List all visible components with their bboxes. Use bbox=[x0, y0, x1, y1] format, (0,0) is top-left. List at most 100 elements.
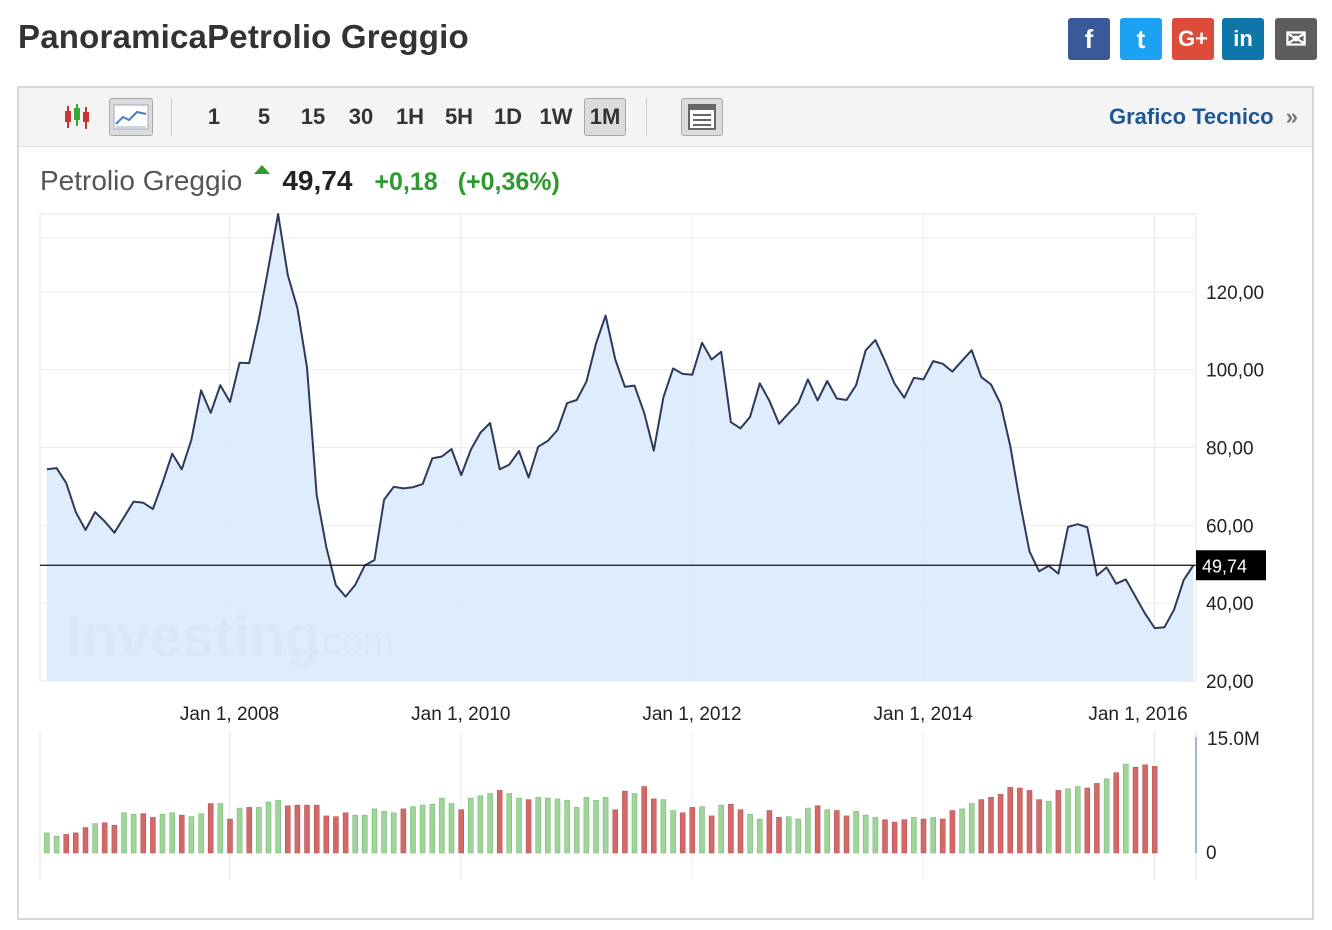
volume-bar bbox=[439, 797, 445, 854]
volume-bar bbox=[419, 804, 426, 854]
up-arrow-icon bbox=[254, 165, 271, 174]
volume-bar bbox=[564, 800, 570, 854]
y-tick-label: 80,00 bbox=[1206, 439, 1254, 460]
last-price-tag-label: 49,74 bbox=[1202, 556, 1247, 576]
volume-bar bbox=[275, 800, 281, 854]
interval-button-5h[interactable]: 5H bbox=[444, 104, 474, 129]
price-area-fill bbox=[46, 214, 1194, 681]
interval-button-1d[interactable]: 1D bbox=[493, 104, 523, 129]
volume-bar bbox=[333, 816, 339, 854]
interval-button-30[interactable]: 30 bbox=[348, 104, 374, 129]
instrument-name: Petrolio Greggio bbox=[40, 165, 243, 196]
volume-bar bbox=[101, 822, 108, 854]
volume-bar bbox=[853, 810, 859, 854]
volume-bar bbox=[1094, 783, 1100, 854]
volume-bar bbox=[679, 812, 686, 854]
volume-bar bbox=[747, 814, 753, 854]
volume-tick-label: 0 bbox=[1206, 843, 1217, 864]
volume-bar bbox=[891, 821, 898, 854]
x-tick-label: Jan 1, 2014 bbox=[874, 704, 974, 725]
volume-bar bbox=[968, 803, 975, 854]
volume-bar bbox=[294, 804, 301, 854]
interval-button-1h[interactable]: 1H bbox=[395, 104, 425, 129]
y-tick-label: 120,00 bbox=[1206, 283, 1264, 304]
volume-bar bbox=[631, 793, 638, 854]
volume-bar bbox=[525, 799, 532, 854]
interval-button-15[interactable]: 15 bbox=[300, 104, 326, 129]
volume-bar bbox=[757, 818, 763, 854]
volume-bar bbox=[73, 832, 79, 854]
volume-bar bbox=[718, 804, 724, 854]
volume-bar bbox=[256, 807, 262, 854]
volume-bar bbox=[728, 804, 734, 854]
line-chart-icon[interactable] bbox=[109, 98, 153, 136]
volume-bar bbox=[940, 818, 946, 854]
email-icon[interactable]: ✉ bbox=[1275, 18, 1317, 60]
volume-bar bbox=[1026, 790, 1033, 854]
twitter-icon[interactable]: t bbox=[1120, 18, 1162, 60]
volume-bar bbox=[930, 817, 936, 854]
price-series-line bbox=[46, 213, 1195, 630]
facebook-icon[interactable]: f bbox=[1068, 18, 1110, 60]
volume-bar bbox=[342, 812, 349, 854]
volume-bar bbox=[554, 798, 561, 854]
volume-bar bbox=[352, 814, 358, 854]
volume-bar bbox=[1055, 790, 1062, 854]
volume-bar bbox=[1046, 800, 1052, 854]
linkedin-icon[interactable]: in bbox=[1222, 18, 1264, 60]
volume-bar bbox=[545, 797, 551, 854]
volume-bar bbox=[265, 801, 272, 854]
volume-bar bbox=[776, 817, 782, 854]
interval-button-1[interactable]: 1 bbox=[207, 104, 221, 129]
technical-chart-link[interactable]: Grafico Tecnico » bbox=[1109, 104, 1298, 130]
volume-bar bbox=[458, 809, 464, 854]
volume-bar bbox=[834, 810, 840, 854]
volume-bar bbox=[1074, 786, 1081, 854]
volume-bar bbox=[150, 817, 156, 854]
x-tick-label: Jan 1, 2012 bbox=[642, 704, 741, 725]
volume-bar bbox=[410, 806, 416, 854]
volume-bar bbox=[44, 832, 50, 854]
googleplus-icon[interactable]: G+ bbox=[1172, 18, 1214, 60]
volume-bar bbox=[670, 810, 676, 854]
volume-bar bbox=[448, 803, 455, 854]
quote-header: Petrolio Greggio 49,74 +0,18 (+0,36%) bbox=[40, 165, 560, 197]
volume-bar bbox=[1103, 778, 1110, 854]
volume-bar bbox=[708, 815, 715, 854]
volume-bar bbox=[593, 800, 599, 854]
volume-bar bbox=[92, 823, 98, 854]
volume-bar bbox=[362, 814, 368, 854]
volume-bar bbox=[169, 812, 175, 854]
volume-bar bbox=[920, 818, 927, 854]
volume-bar bbox=[862, 814, 869, 854]
y-tick-label: 60,00 bbox=[1206, 516, 1254, 537]
volume-bar bbox=[381, 810, 387, 854]
volume-tick-label: 15.0M bbox=[1207, 729, 1260, 750]
volume-bar bbox=[737, 809, 744, 854]
volume-bar bbox=[805, 807, 811, 854]
volume-bar bbox=[641, 786, 647, 854]
volume-bar bbox=[689, 807, 696, 854]
volume-bar bbox=[63, 834, 69, 854]
chart-toolbar: 1 5 15 30 1H 5H 1D 1W 1M Grafico Tecnico » bbox=[19, 88, 1312, 147]
volume-bar bbox=[1151, 766, 1158, 854]
volume-bar bbox=[882, 819, 888, 854]
volume-bar bbox=[313, 804, 320, 854]
interval-button-1w[interactable]: 1W bbox=[539, 104, 573, 129]
technical-chart-link-label: Grafico Tecnico bbox=[1108, 104, 1274, 129]
volume-bar bbox=[1123, 763, 1129, 854]
volume-bar bbox=[285, 805, 291, 854]
volume-bar bbox=[1132, 766, 1139, 854]
candlestick-chart-icon[interactable] bbox=[57, 98, 97, 136]
volume-bar bbox=[207, 803, 214, 854]
volume-bar bbox=[217, 803, 224, 854]
volume-bar bbox=[872, 817, 879, 854]
volume-bar bbox=[988, 797, 994, 854]
table-view-icon[interactable] bbox=[681, 98, 723, 136]
volume-bar bbox=[901, 819, 908, 854]
volume-bar bbox=[371, 808, 378, 854]
interval-button-5[interactable]: 5 bbox=[257, 104, 271, 129]
volume-bar bbox=[159, 814, 166, 854]
interval-button-1m[interactable]: 1M bbox=[584, 98, 626, 136]
